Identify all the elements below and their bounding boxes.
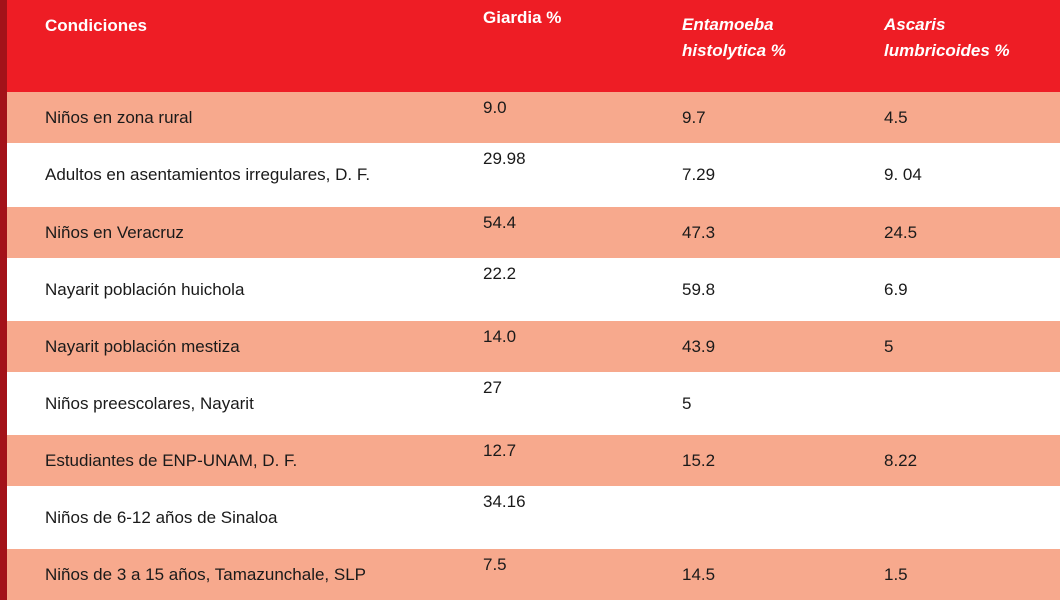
- cell-entamoeba: 15.2: [682, 451, 716, 470]
- cell-ascaris: 9. 04: [884, 165, 922, 184]
- cell-entamoeba: 43.9: [682, 337, 716, 356]
- table-row: Estudiantes de ENP-UNAM, D. F. 12.7 15.2 8.…: [7, 435, 1060, 486]
- table-row: Nayarit población huichola 22.2 59.8 6.9: [7, 258, 1060, 321]
- table-row: Adultos en asentamientos irregulares, D.…: [7, 143, 1060, 207]
- header-entamoeba-line1: Entamoeba: [682, 15, 774, 34]
- cell-ascaris: 24.5: [884, 223, 918, 242]
- cell-entamoeba: 47.3: [682, 223, 716, 242]
- cell-entamoeba: 9.7: [682, 108, 706, 127]
- cell-ascaris: 6.9: [884, 280, 908, 299]
- header-ascaris-line1: Ascaris: [884, 15, 946, 34]
- cell-condicion: Niños preescolares, Nayarit: [45, 394, 254, 413]
- table-row: Niños en Veracruz 54.4 47.3 24.5: [7, 207, 1060, 258]
- header-entamoeba-line2: histolytica %: [682, 41, 786, 60]
- header-ascaris-line2: lumbricoides %: [884, 41, 1010, 60]
- cell-entamoeba: 59.8: [682, 280, 716, 299]
- cell-ascaris: 5: [884, 337, 894, 356]
- cell-condicion: Adultos en asentamientos irregulares, D.…: [45, 165, 371, 184]
- table-row: Nayarit población mestiza 14.0 43.9 5: [7, 321, 1060, 372]
- cell-giardia: 34.16: [483, 492, 526, 511]
- left-accent-bar: [0, 0, 7, 600]
- cell-giardia: 22.2: [483, 264, 517, 283]
- cell-entamoeba: 5: [682, 394, 692, 413]
- cell-giardia: 54.4: [483, 213, 517, 232]
- cell-ascaris: 1.5: [884, 565, 908, 584]
- header-entamoeba: Entamoeba histolytica %: [682, 12, 786, 64]
- cell-condicion: Estudiantes de ENP-UNAM, D. F.: [45, 451, 298, 470]
- cell-ascaris: 4.5: [884, 108, 908, 127]
- header-condiciones: Condiciones: [45, 16, 148, 35]
- cell-giardia: 12.7: [483, 441, 517, 460]
- cell-giardia: 27: [483, 378, 502, 397]
- header-giardia: Giardia %: [483, 8, 562, 27]
- table-row: Niños de 6-12 años de Sinaloa 34.16: [7, 486, 1060, 549]
- cell-giardia: 9.0: [483, 98, 507, 117]
- cell-condicion: Niños en Veracruz: [45, 223, 184, 242]
- table-row: Niños preescolares, Nayarit 27 5: [7, 372, 1060, 435]
- cell-condicion: Niños de 6-12 años de Sinaloa: [45, 508, 278, 527]
- cell-entamoeba: 14.5: [682, 565, 716, 584]
- cell-giardia: 29.98: [483, 149, 526, 168]
- table-row: Niños de 3 a 15 años, Tamazunchale, SLP 7…: [7, 549, 1060, 600]
- cell-condicion: Niños en zona rural: [45, 108, 193, 127]
- cell-giardia: 14.0: [483, 327, 517, 346]
- cell-condicion: Nayarit población huichola: [45, 280, 245, 299]
- cell-entamoeba: 7.29: [682, 165, 716, 184]
- cell-condicion: Nayarit población mestiza: [45, 337, 240, 356]
- cell-condicion: Niños de 3 a 15 años, Tamazunchale, SLP: [45, 565, 367, 584]
- table-header: Condiciones Giardia % Entamoeba histolyt…: [7, 0, 1060, 92]
- header-ascaris: Ascaris lumbricoides %: [884, 12, 1010, 64]
- parasite-prevalence-table: Condiciones Giardia % Entamoeba histolyt…: [7, 0, 1060, 600]
- table-row: Niños en zona rural 9.0 9.7 4.5: [7, 92, 1060, 143]
- cell-giardia: 7.5: [483, 555, 507, 574]
- cell-ascaris: 8.22: [884, 451, 918, 470]
